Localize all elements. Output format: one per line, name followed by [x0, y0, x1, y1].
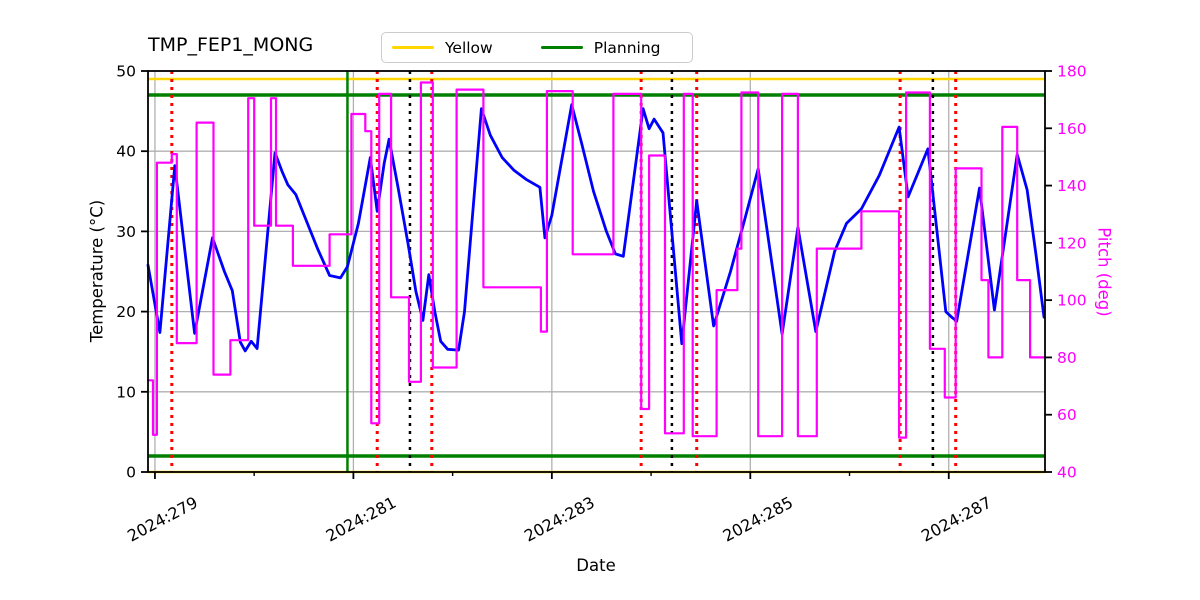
- right-tick-label: 180: [1057, 63, 1087, 81]
- left-tick-label: 20: [116, 303, 136, 321]
- legend-line-planning-icon: [540, 45, 583, 50]
- legend-item-yellow: Yellow: [392, 39, 493, 57]
- legend-label-yellow: Yellow: [445, 38, 493, 57]
- legend-line-yellow-icon: [392, 45, 434, 50]
- right-tick-label: 80: [1057, 349, 1077, 367]
- left-tick-label: 30: [116, 223, 136, 241]
- left-tick-label: 0: [126, 464, 136, 482]
- x-tick-label: 2024:283: [521, 493, 598, 546]
- left-tick-label: 40: [116, 143, 136, 161]
- pitch-line: [146, 81, 1047, 439]
- right-tick-label: 40: [1057, 464, 1077, 482]
- left-tick-label: 50: [116, 63, 136, 81]
- left-axis-label: Temperature (°C): [87, 199, 107, 343]
- right-axis-label: Pitch (deg): [1094, 227, 1114, 317]
- x-tick-label: 2024:285: [720, 493, 797, 546]
- x-tick-label: 2024:279: [124, 493, 201, 546]
- legend-label-planning: Planning: [593, 38, 661, 57]
- right-tick-label: 140: [1057, 177, 1087, 195]
- chart-title: TMP_FEP1_MONG: [148, 34, 314, 56]
- right-tick-label: 60: [1057, 406, 1077, 424]
- x-tick-label: 2024:287: [918, 493, 995, 546]
- right-tick-label: 160: [1057, 120, 1087, 138]
- temperature-line: [146, 103, 1046, 353]
- left-tick-label: 10: [116, 383, 136, 401]
- legend-item-planning: Planning: [540, 38, 661, 57]
- x-axis-label: Date: [576, 556, 616, 575]
- right-tick-label: 120: [1057, 234, 1087, 252]
- right-tick-label: 100: [1057, 292, 1087, 310]
- axes-spines: [147, 70, 1046, 473]
- x-tick-label: 2024:281: [323, 493, 400, 546]
- legend: Yellow Planning: [381, 32, 693, 63]
